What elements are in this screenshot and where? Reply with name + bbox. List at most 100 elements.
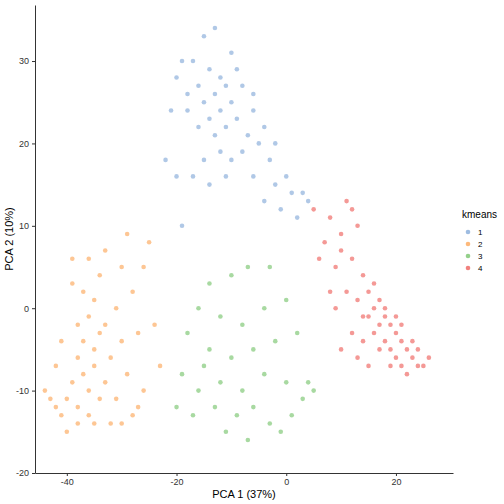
- point: [339, 248, 344, 253]
- point: [136, 405, 141, 410]
- point: [54, 405, 59, 410]
- point: [119, 421, 124, 426]
- point: [295, 331, 300, 336]
- point: [235, 413, 240, 418]
- point: [229, 158, 234, 163]
- point: [361, 314, 366, 319]
- point: [246, 133, 251, 138]
- point: [92, 347, 97, 352]
- x-tick-label: -40: [61, 477, 74, 487]
- points: [43, 26, 432, 443]
- point: [322, 240, 327, 245]
- point: [251, 174, 256, 179]
- point: [103, 322, 108, 327]
- y-tick-label: -20: [16, 468, 29, 478]
- point: [262, 372, 267, 377]
- point: [114, 306, 119, 311]
- point: [405, 372, 410, 377]
- legend-marker: [466, 266, 471, 271]
- point: [218, 314, 223, 319]
- point: [59, 413, 64, 418]
- point: [202, 34, 207, 39]
- point: [202, 158, 207, 163]
- point: [311, 207, 316, 212]
- legend-title: kmeans: [462, 209, 497, 220]
- point: [207, 182, 212, 187]
- point: [328, 289, 333, 294]
- point: [350, 331, 355, 336]
- point: [383, 306, 388, 311]
- point: [311, 388, 316, 393]
- point: [86, 256, 91, 261]
- point: [224, 125, 229, 130]
- point: [119, 265, 124, 270]
- point: [191, 413, 196, 418]
- x-tick: 20: [391, 473, 401, 487]
- legend-marker: [466, 242, 471, 247]
- point: [355, 224, 360, 229]
- x-axis: -40-20020: [36, 473, 454, 487]
- point: [224, 174, 229, 179]
- point: [235, 67, 240, 72]
- point: [388, 347, 393, 352]
- plot-area: -40-20020-20-100102030: [16, 6, 454, 488]
- point: [377, 298, 382, 303]
- point: [289, 191, 294, 196]
- point: [65, 397, 70, 402]
- point: [366, 314, 371, 319]
- point: [70, 380, 75, 385]
- point: [366, 289, 371, 294]
- point: [218, 149, 223, 154]
- point: [207, 67, 212, 72]
- point: [81, 289, 86, 294]
- y-tick-label: 20: [19, 139, 29, 149]
- point: [372, 331, 377, 336]
- point: [97, 331, 102, 336]
- point: [59, 339, 64, 344]
- point: [300, 191, 305, 196]
- point: [75, 322, 80, 327]
- point: [394, 355, 399, 360]
- point: [317, 256, 322, 261]
- y-axis: -20-100102030: [16, 6, 36, 479]
- point: [141, 388, 146, 393]
- point: [158, 364, 163, 369]
- point: [169, 108, 174, 113]
- point: [262, 199, 267, 204]
- point: [213, 405, 218, 410]
- point: [295, 215, 300, 220]
- point: [119, 339, 124, 344]
- point: [427, 355, 432, 360]
- y-tick-mark: [32, 226, 35, 227]
- point: [70, 281, 75, 286]
- point: [224, 430, 229, 435]
- y-axis-line: [35, 6, 36, 474]
- point: [240, 322, 245, 327]
- point: [207, 347, 212, 352]
- point: [229, 50, 234, 55]
- point: [273, 339, 278, 344]
- point: [306, 199, 311, 204]
- point: [383, 314, 388, 319]
- point: [251, 92, 256, 97]
- point: [86, 314, 91, 319]
- point: [284, 174, 289, 179]
- point: [273, 182, 278, 187]
- point: [344, 289, 349, 294]
- point: [174, 405, 179, 410]
- point: [180, 224, 185, 229]
- point: [213, 133, 218, 138]
- point: [191, 174, 196, 179]
- point: [388, 364, 393, 369]
- series-points: [311, 199, 431, 377]
- point: [108, 355, 113, 360]
- point: [262, 125, 267, 130]
- point: [196, 125, 201, 130]
- point: [54, 364, 59, 369]
- point: [229, 273, 234, 278]
- point: [180, 372, 185, 377]
- legend-label: 4: [478, 264, 483, 273]
- point: [240, 83, 245, 88]
- y-tick-label: 10: [19, 221, 29, 231]
- point: [388, 322, 393, 327]
